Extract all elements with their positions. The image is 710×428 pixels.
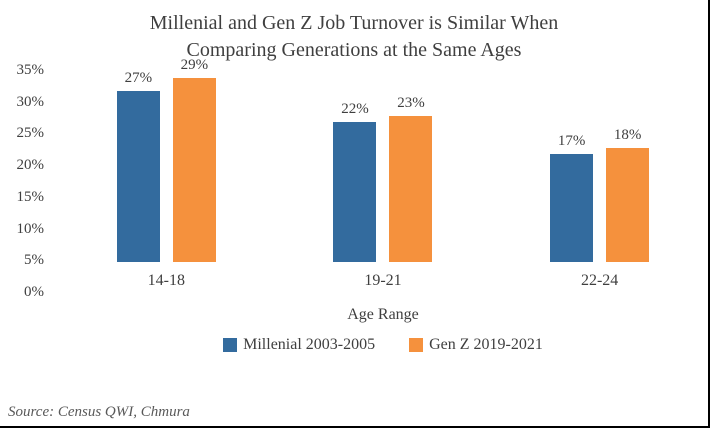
y-tick-15: 15%: [16, 188, 45, 205]
bar-group-19-21: 22% 23% 19-21: [333, 40, 433, 292]
y-tick-35: 35%: [16, 62, 45, 78]
bar-pair: 22% 23%: [333, 40, 433, 262]
y-axis: 35% 30% 25% 20% 15% 10% 5% 0%: [0, 61, 58, 301]
bar-column: 23%: [389, 40, 433, 262]
bar-column: 17%: [550, 40, 594, 262]
bar-genz-22-24: [606, 147, 650, 262]
data-label-millenial-19-21: 22%: [341, 101, 369, 118]
legend-item-millenial: Millenial 2003-2005: [223, 336, 375, 354]
chart-title-line-1: Millenial and Gen Z Job Turnover is Simi…: [149, 12, 559, 34]
legend-label-genz: Gen Z 2019-2021: [429, 336, 543, 353]
bar-column: 18%: [606, 40, 650, 262]
bar-column: 27%: [116, 40, 160, 262]
bar-pair: 17% 18%: [550, 40, 650, 262]
bar-group-22-24: 17% 18% 22-24: [550, 40, 650, 292]
source-note: Source: Census QWI, Chmura: [8, 404, 190, 420]
y-tick-30: 30%: [16, 93, 45, 110]
plot-area: 27% 29% 14-18 22%: [58, 57, 708, 292]
y-tick-20: 20%: [16, 157, 45, 174]
bar-group-14-18: 27% 29% 14-18: [116, 40, 216, 292]
data-label-genz-19-21: 23%: [397, 95, 425, 112]
y-tick-10: 10%: [16, 220, 45, 237]
bar-millenial-19-21: [333, 122, 377, 262]
chart-title-line-2: Comparing Generations at the Same Ages: [186, 39, 522, 61]
y-tick-0: 0%: [24, 283, 44, 300]
category-label-14-18: 14-18: [147, 272, 185, 289]
bar-millenial-14-18: [116, 90, 160, 262]
legend-swatch-genz: [409, 338, 424, 352]
category-label-22-24: 22-24: [580, 272, 619, 289]
bar-column: 29%: [172, 40, 216, 262]
chart-body: 35% 30% 25% 20% 15% 10% 5% 0% 27% 29%: [0, 57, 708, 300]
data-label-genz-22-24: 18%: [613, 126, 642, 143]
y-tick-25: 25%: [16, 125, 45, 142]
bar-genz-19-21: [389, 116, 433, 262]
data-label-millenial-22-24: 17%: [557, 133, 586, 150]
legend-label-millenial: Millenial 2003-2005: [243, 336, 376, 353]
data-label-genz-14-18: 29%: [180, 57, 209, 74]
chart-title: Millenial and Gen Z Job Turnover is Simi…: [0, 10, 708, 64]
bar-pair: 27% 29%: [116, 40, 216, 262]
bar-genz-14-18: [172, 78, 216, 262]
data-label-millenial-14-18: 27%: [124, 69, 153, 86]
legend-swatch-millenial: [223, 338, 238, 352]
bar-column: 22%: [333, 40, 377, 262]
legend: Millenial 2003-2005 Gen Z 2019-2021: [58, 336, 708, 354]
y-tick-5: 5%: [24, 252, 44, 269]
category-label-19-21: 19-21: [364, 272, 402, 289]
bar-millenial-22-24: [550, 154, 594, 262]
legend-item-genz: Gen Z 2019-2021: [409, 336, 543, 354]
x-axis-title: Age Range: [347, 306, 419, 323]
